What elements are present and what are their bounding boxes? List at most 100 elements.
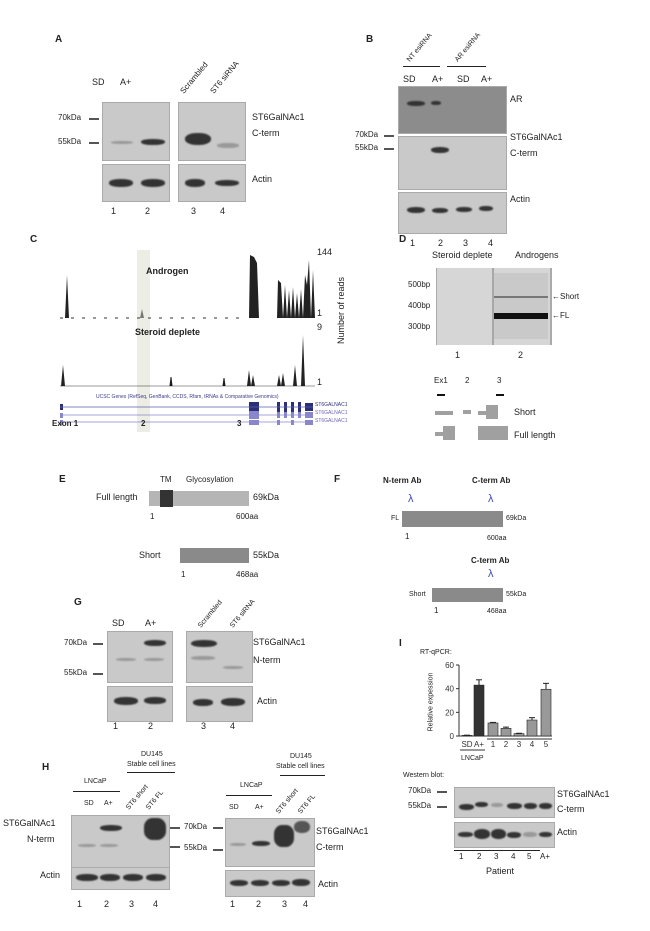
lane-number: 2: [145, 206, 151, 216]
antibody-icon: λ: [488, 568, 494, 580]
actin-blot: [178, 164, 246, 202]
lane-number: 4: [220, 206, 226, 216]
kda-label: 55kDa: [506, 591, 527, 598]
panel-label: D: [399, 234, 407, 245]
lane-label: ST6 FL: [144, 789, 165, 812]
gene-label: ST6GALNAC1: [315, 402, 348, 408]
y-axis-label: Relative expession: [427, 672, 435, 732]
western-blot: [186, 631, 253, 683]
protein-label: ST6GalNAc1: [252, 112, 305, 122]
group-label: DU145: [141, 751, 163, 758]
lane-number: 1: [77, 899, 83, 909]
lane-label: A+: [145, 618, 157, 628]
protein-label: ST6GalNAc1: [510, 132, 563, 142]
aa-end: 468aa: [236, 570, 259, 579]
lane-label: SD: [457, 74, 470, 84]
actin-blot: [398, 192, 507, 234]
panel-label: I: [399, 638, 402, 649]
aa-end: 600aa: [236, 512, 259, 521]
lane-number: 1: [455, 350, 461, 360]
track-label: Steroid deplete: [135, 327, 201, 337]
term-label: N-term: [253, 655, 281, 665]
antibody-label: N-term Ab: [383, 476, 422, 485]
group-label: LNCaP: [84, 778, 107, 785]
gene-label: ST6GALNAC1: [315, 418, 348, 424]
lane-number: 2: [438, 238, 444, 248]
lane-label: A+: [255, 804, 264, 811]
fl-protein-bar: [402, 511, 503, 527]
antibody-label: C-term Ab: [471, 556, 510, 565]
mw-marker: 55kDa: [184, 843, 208, 852]
panel-label: A: [55, 34, 63, 45]
band-label: Short: [560, 292, 580, 301]
group-label: DU145: [290, 753, 312, 760]
axis-max: 9: [317, 322, 323, 332]
mw-marker: 55kDa: [58, 137, 82, 146]
lane-label: A+: [120, 77, 132, 87]
lane-label: A+: [481, 74, 493, 84]
exon-label: Ex1: [434, 376, 448, 385]
antibody-label: C-term Ab: [472, 476, 511, 485]
x-tick-label: 3: [517, 740, 522, 749]
lane-number: 3: [129, 899, 135, 909]
actin-blot: [225, 870, 315, 897]
short-band-arrow: ←Short: [552, 292, 580, 301]
exon-label: 2: [141, 419, 146, 428]
lane-number: 2: [518, 350, 524, 360]
bar-2: [500, 728, 512, 737]
y-tick-label: 40: [445, 685, 454, 694]
y-tick-label: 20: [445, 708, 454, 717]
lane-label: SD: [229, 804, 239, 811]
actin-label: Actin: [40, 870, 61, 880]
isoform-label: Full length: [96, 492, 138, 502]
y-tick-label: 60: [445, 661, 454, 670]
y-axis-label: Number of reads: [336, 276, 347, 345]
lane-label: A+: [104, 800, 113, 807]
term-label: N-term: [27, 834, 55, 844]
band-label: FL: [560, 311, 570, 320]
panel-label: C: [30, 234, 38, 245]
bar-A+: [473, 684, 485, 737]
aa-start: 1: [181, 570, 186, 579]
actin-blot: [71, 867, 170, 890]
kda-label: 55kDa: [253, 550, 280, 560]
axis-min: 1: [317, 308, 323, 318]
isoform-label: Short: [139, 550, 161, 560]
lane-number: 3: [282, 899, 288, 909]
lane-number: 4: [153, 899, 159, 909]
bar-4: [526, 719, 538, 737]
panel-label: H: [42, 762, 50, 773]
short-protein-bar: [180, 548, 249, 563]
exon2-highlight: [137, 250, 150, 432]
actin-blot: [454, 822, 555, 848]
mw-marker: 70kDa: [408, 786, 432, 795]
lane-label: ST6 short: [274, 787, 300, 816]
group-label: Stable cell lines: [127, 761, 176, 768]
lane-label: ST6 siRNA: [228, 598, 257, 630]
group-label: AR esiRNA: [453, 31, 482, 64]
x-tick-label: 4: [530, 740, 535, 749]
isoform-label: Short: [514, 407, 536, 417]
antibody-icon: λ: [488, 493, 494, 505]
mw-marker: 55kDa: [408, 801, 432, 810]
lane-number: 1: [230, 899, 236, 909]
isoform-diagram: [435, 405, 508, 440]
exon-label: Exon 1: [52, 419, 79, 428]
lane-number: 2: [104, 899, 110, 909]
lane-number: 5: [527, 852, 532, 861]
full-length-protein-bar: [149, 490, 249, 507]
group-label: Stable cell lines: [276, 763, 325, 770]
lane-label: SD: [92, 77, 105, 87]
aa-end: 600aa: [487, 535, 507, 542]
western-blot: [178, 102, 246, 161]
lane-number: 4: [511, 852, 516, 861]
track-label: Androgen: [146, 266, 189, 276]
exon-label: 2: [465, 376, 470, 385]
axis-max: 144: [317, 247, 333, 257]
actin-label: Actin: [257, 696, 278, 706]
fl-band-arrow: ←FL: [552, 311, 570, 320]
ar-label: AR: [510, 94, 523, 104]
western-blot: [225, 818, 315, 867]
panel-label: G: [74, 597, 82, 608]
size-marker: 300bp: [408, 322, 431, 331]
